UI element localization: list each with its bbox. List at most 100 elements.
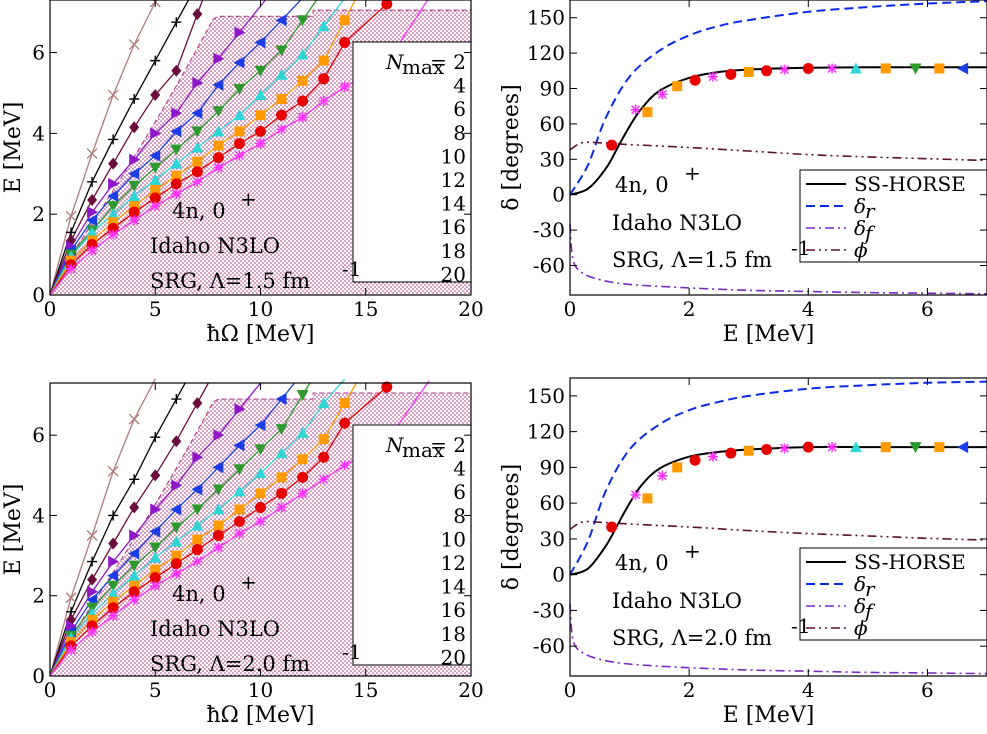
energy-panel-2-data-point: [318, 434, 329, 445]
phase-panel-1-curve-2: [569, 224, 987, 295]
energy-panel-1-data-point: [191, 166, 203, 178]
phase-panel-1-ylabel: δ [degrees]: [499, 84, 524, 210]
phase-panel-2-data-point: [761, 444, 773, 456]
energy-panel-2-data-point: [213, 520, 224, 531]
energy-panel-2-data-point: [171, 435, 182, 448]
energy-panel-1-ytick-label: 4: [32, 121, 45, 145]
energy-panel-1-legend-label: 18: [441, 239, 466, 263]
energy-panel-1-data-point: [171, 64, 182, 77]
energy-panel-2-data-point: [129, 474, 140, 485]
energy-panel-1-data-point: [254, 88, 267, 100]
phase-panel-2-data-point: [725, 447, 737, 459]
energy-panel-1-data-point: [170, 157, 183, 169]
energy-panel-1-data-point: [128, 180, 141, 192]
energy-panel-1-data-point: [318, 96, 329, 107]
energy-panel-2-xtick-label: 10: [248, 678, 273, 702]
energy-panel-2-data-point: [87, 585, 99, 598]
energy-panel-2-annot-state: 4n, 0: [172, 582, 226, 606]
energy-panel-1-data-point: [276, 124, 287, 135]
energy-panel-1-legend-label: 14: [441, 192, 466, 216]
energy-panel-1-annot-state-sup: +: [240, 187, 257, 211]
phase-panel-2-xtick-label: 2: [683, 678, 696, 702]
energy-panel-1-data-point: [233, 137, 245, 149]
phase-panel-1-data-point: [934, 63, 945, 74]
phase-panel-1-data-point: [761, 65, 773, 77]
energy-panel-1-annot-srg-sup: -1: [342, 257, 361, 281]
energy-panel-1-data-point: [171, 107, 183, 120]
energy-panel-2-data-point: [275, 447, 288, 459]
energy-panel-1-data-point: [65, 210, 77, 222]
phase-panel-1-annot-interaction: Idaho N3LO: [612, 211, 742, 235]
energy-panel-2-data-point: [170, 503, 182, 516]
energy-panel-1-data-point: [150, 201, 161, 212]
energy-panel-2-data-point: [66, 619, 78, 632]
energy-panel-1-data-point: [191, 126, 204, 138]
energy-panel-1-data-point: [128, 189, 141, 201]
energy-panel-2-data-point: [297, 454, 308, 465]
energy-panel-1-xtick-label: 15: [353, 297, 378, 321]
energy-panel-1-data-point: [150, 55, 161, 66]
energy-panel-1-data-point: [170, 178, 182, 190]
energy-panel-1-data-point: [192, 76, 204, 89]
energy-panel-2-xtick-label: 0: [44, 678, 57, 702]
energy-panel-2-fit-curve-1: [49, 382, 186, 677]
energy-panel-1-xlabel: ħΩ [MeV]: [206, 322, 314, 347]
phase-panel-1-annot-state-sup: +: [684, 161, 701, 185]
energy-panel-2-annot-srg-sup: -1: [342, 640, 361, 664]
energy-panel-1-data-point: [234, 126, 245, 137]
energy-panel-2-data-point: [128, 560, 141, 572]
energy-panel-1-data-point: [255, 138, 266, 149]
energy-panel-2-data-point: [212, 530, 224, 542]
phase-panel-1-frame: [569, 0, 987, 296]
energy-panel-1-data-point: [254, 36, 266, 49]
phase-panel-2-legend-label: δ: [854, 572, 866, 596]
energy-panel-2-legend-title-sub: max: [402, 438, 445, 462]
energy-panel-1-data-point: [107, 189, 119, 202]
energy-panel-1-data-point: [213, 140, 224, 151]
energy-panel-2-data-point: [87, 626, 98, 637]
energy-panel-2-data-point: [129, 529, 141, 542]
phase-panel-2-data-point: [707, 451, 718, 462]
phase-panel-2-data-point: [880, 442, 891, 453]
energy-panel-1-legend-title: N: [385, 50, 405, 74]
energy-panel-1-data-point: [86, 226, 99, 238]
energy-panel-2-data-point: [275, 424, 288, 436]
energy-panel-2-data-point: [86, 593, 98, 606]
energy-panel-1-data-point: [212, 152, 224, 164]
energy-panel-1-fit-curve-7: [49, 0, 356, 296]
energy-panel-1-xtick-label: 0: [44, 297, 57, 321]
energy-panel-2-data-point: [108, 537, 119, 550]
phase-panel-2-data-point: [606, 521, 618, 533]
phase-panel-1-legend-label: δ: [854, 216, 866, 240]
energy-panel-2-data-point: [233, 485, 246, 497]
phase-panel-2-legend-box: [799, 547, 987, 641]
energy-panel-1-data-point: [129, 215, 140, 226]
energy-panel-2-data-point: [149, 572, 161, 584]
energy-panel-2-data-point: [297, 488, 308, 499]
energy-panel-1-data-point: [276, 94, 287, 105]
energy-panel-2-annot-state-sup: +: [240, 570, 257, 594]
energy-panel-2-legend-title: N: [385, 433, 405, 457]
energy-panel-1-data-point: [213, 52, 225, 65]
energy-panel-1-data-point: [87, 194, 98, 207]
phase-panel-2-annot-interaction: Idaho N3LO: [612, 589, 742, 613]
energy-panel-2-data-point: [108, 596, 119, 607]
energy-panel-2-data-point: [233, 439, 245, 452]
phase-panel-1-data-point: [606, 139, 618, 151]
phase-panel-2-data-point: [957, 441, 969, 454]
energy-panel-1-data-point: [128, 167, 140, 180]
energy-panel-1-data-point: [192, 8, 203, 21]
energy-panel-2-data-point: [170, 535, 183, 547]
energy-panel-2-data-point: [170, 558, 182, 570]
energy-panel-2-legend-label: 6: [453, 480, 466, 504]
energy-panel-2-data-point: [254, 444, 267, 456]
phase-panel-1-annot-state: 4n, 0: [615, 173, 669, 197]
energy-panel-1-ytick-label: 0: [32, 283, 45, 307]
energy-panel-1-data-point: [339, 36, 351, 48]
energy-panel-2-data-point: [318, 474, 329, 485]
phase-panel-2-ytick-label: 90: [540, 455, 565, 479]
energy-panel-2-data-point: [171, 479, 183, 492]
phase-panel-1-data-point: [689, 74, 701, 86]
phase-panel-1-data-point: [657, 89, 668, 100]
phase-panel-2-data-point: [642, 493, 653, 504]
